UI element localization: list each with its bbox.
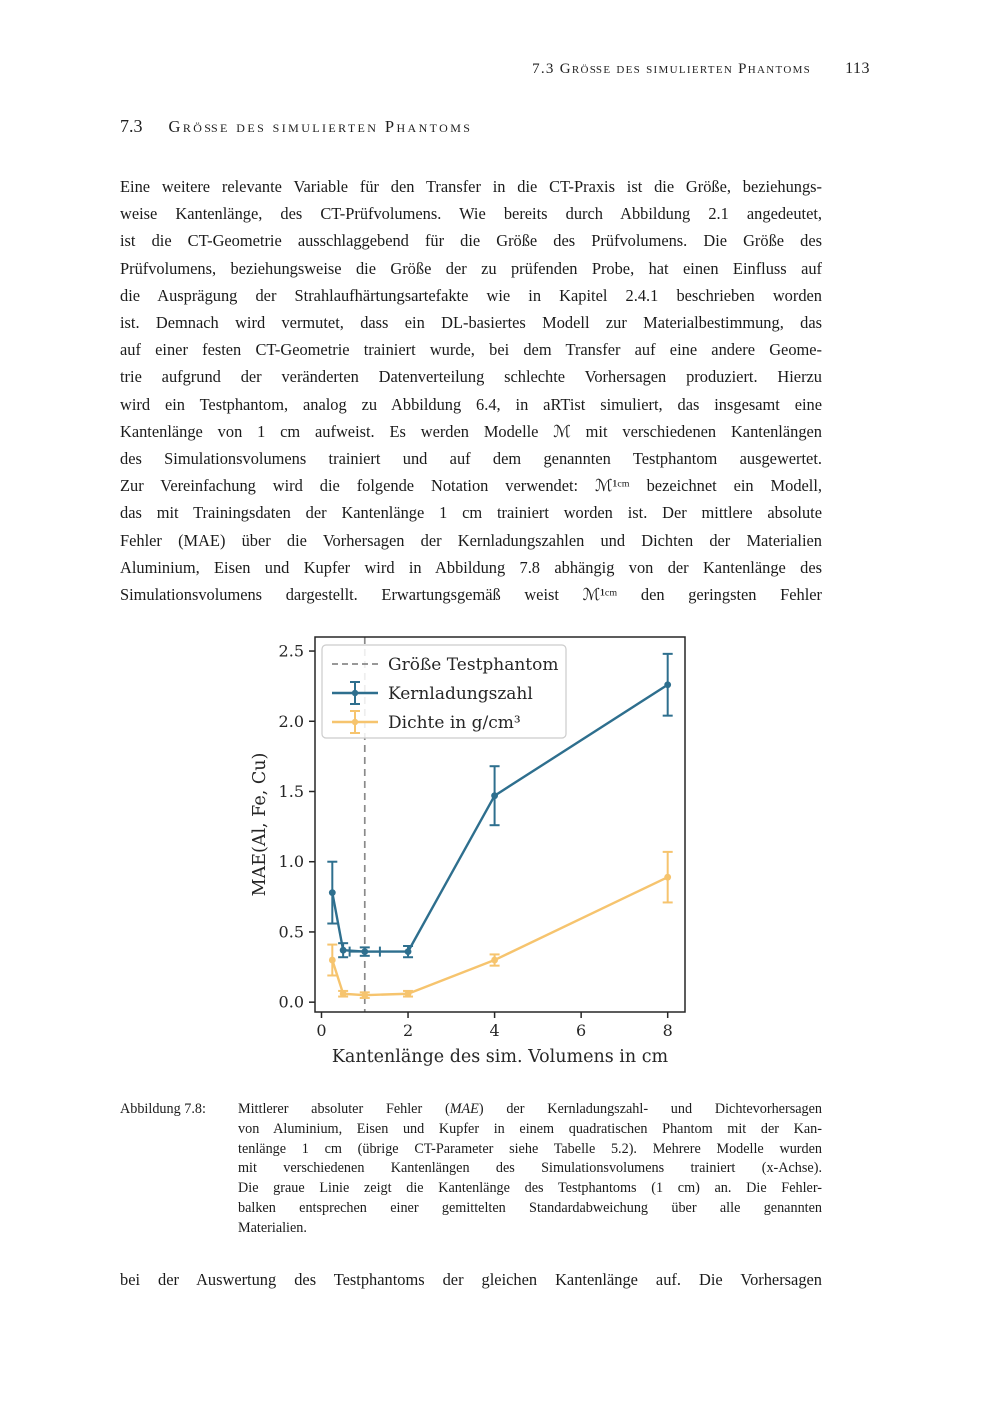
- data-point: [664, 873, 672, 881]
- y-tick-label: 0.0: [279, 993, 304, 1012]
- paragraph-line: Fehler (MAE) über die Vorhersagen der Ke…: [120, 530, 822, 550]
- paragraph-line: Simulationsvolumens dargestellt. Erwartu…: [120, 585, 822, 605]
- caption-line: Die graue Linie zeigt die Kantenlänge de…: [238, 1180, 822, 1197]
- paragraph-line: wird ein Testphantom, analog zu Abbildun…: [120, 394, 822, 414]
- caption-line1-pre: Mittlerer absoluter Fehler (: [238, 1101, 450, 1117]
- paragraph-line: Prüfvolumens, beziehungsweise die Größe …: [120, 258, 822, 278]
- paragraph-line: Eine weitere relevante Variable für den …: [120, 177, 822, 196]
- caption-line: von Aluminium, Eisen und Kupfer in einem…: [238, 1120, 822, 1137]
- y-tick-label: 1.0: [279, 852, 304, 871]
- data-point: [339, 990, 347, 998]
- series-1: [327, 850, 673, 999]
- running-header: 7.3 Größe des simulierten Phantoms 113: [532, 60, 870, 78]
- paragraph-line: das mit Trainingsdaten der Kantenlänge 1…: [120, 503, 822, 523]
- data-point: [361, 991, 369, 999]
- paragraph-line: Zur Vereinfachung wird die folgende Nota…: [120, 476, 822, 496]
- figure-chart-svg: 0 2 4 6 8 0.0 0.5 1.0 1.5 2.0 2.5 Kantenlänge des s…: [250, 636, 686, 1067]
- caption-line: Materialien.: [238, 1219, 307, 1236]
- y-tick-label: 0.5: [279, 922, 304, 941]
- figure-caption-body: Mittlerer absoluter Fehler (MAE) der Ker…: [238, 1100, 822, 1239]
- x-tick-label: 6: [576, 1021, 586, 1040]
- closing-paragraph-line: bei der Auswertung des Testphantoms der …: [120, 1270, 822, 1289]
- running-header-section: 7.3 Größe des simulierten Phantoms: [532, 61, 812, 77]
- x-tick-label: 0: [316, 1021, 326, 1040]
- legend: Größe Testphantom Kernladungszahl Dichte i…: [321, 644, 567, 739]
- section-number: 7.3: [120, 116, 143, 136]
- figure-7-8: 0 2 4 6 8 0.0 0.5 1.0 1.5 2.0 2.5 Kantenlänge des s…: [240, 628, 720, 1078]
- section-heading: 7.3 Größe des simulierten Phantoms: [120, 116, 472, 137]
- series-line: [331, 683, 669, 953]
- paragraph-line: ist. Demnach wird vermutet, dass ein DL-…: [120, 313, 822, 333]
- x-axis-label: Kantenlänge des sim. Volumens in cm: [332, 1047, 669, 1067]
- paragraph-line: Kantenlänge von 1 cm aufweist. Es werden…: [120, 421, 822, 441]
- x-tick-label: 4: [489, 1021, 499, 1040]
- data-point: [491, 792, 498, 800]
- caption-rest: von Aluminium, Eisen und Kupfer in einem…: [238, 1120, 822, 1239]
- paragraph-line: weise Kantenlänge, des CT-Prüfvolumens. …: [120, 204, 822, 224]
- data-point: [328, 889, 336, 897]
- paragraph-line: Aluminium, Eisen und Kupfer wird in Abbi…: [120, 557, 822, 577]
- data-point: [491, 956, 498, 964]
- series-0: [327, 652, 673, 959]
- legend-label: Kernladungszahl: [388, 684, 533, 704]
- y-tick-label: 1.5: [279, 782, 304, 801]
- body-paragraph: Eine weitere relevante Variable für den …: [120, 173, 822, 608]
- paragraph-line: des Simulationsvolumens trainiert und au…: [120, 449, 822, 469]
- data-point: [328, 956, 336, 964]
- caption-line: tenlänge 1 cm (übrige CT-Parameter siehe…: [238, 1140, 822, 1157]
- caption-line: Mittlerer absoluter Fehler (MAE) der Ker…: [238, 1100, 822, 1120]
- legend-box: [321, 644, 567, 739]
- caption-line: mit verschiedenen Kantenlängen des Simul…: [238, 1160, 822, 1177]
- legend-label: Dichte in g/cm³: [388, 713, 521, 733]
- y-tick-label: 2.5: [279, 642, 304, 661]
- caption-line: balken entsprechen einer gemittelten Sta…: [238, 1199, 822, 1216]
- y-tick-label: 2.0: [279, 712, 304, 731]
- series-line: [331, 876, 669, 997]
- data-point: [404, 990, 412, 998]
- paragraph-line: auf einer festen CT-Geometrie trainiert …: [120, 340, 822, 360]
- paragraph-line: trie aufgrund der veränderten Datenverte…: [120, 367, 822, 387]
- section-title: Größe des simulierten Phantoms: [168, 117, 473, 136]
- legend-symbol-marker: [351, 718, 359, 726]
- data-point: [339, 946, 347, 954]
- figure-caption-label: Abbildung 7.8:: [120, 1101, 206, 1117]
- page-number: 113: [845, 60, 870, 77]
- paragraph-line: ist die CT-Geometrie ausschlaggebend für…: [120, 231, 822, 251]
- paragraph-line: die Ausprägung der Strahlaufhärtungsarte…: [120, 285, 822, 305]
- caption-line1-post: ) der Kernladungszahl- und Dichtevorhers…: [478, 1101, 822, 1117]
- caption-line1-italic: MAE: [449, 1101, 479, 1117]
- plot-frame: [314, 636, 686, 1013]
- data-point: [361, 948, 369, 956]
- data-point: [404, 948, 412, 956]
- legend-symbol-marker: [351, 689, 359, 697]
- legend-label: Größe Testphantom: [388, 655, 559, 675]
- x-tick-label: 2: [403, 1021, 413, 1040]
- x-tick-label: 8: [663, 1021, 673, 1040]
- y-axis-label: MAE(Al, Fe, Cu): [250, 753, 270, 897]
- data-point: [664, 681, 672, 689]
